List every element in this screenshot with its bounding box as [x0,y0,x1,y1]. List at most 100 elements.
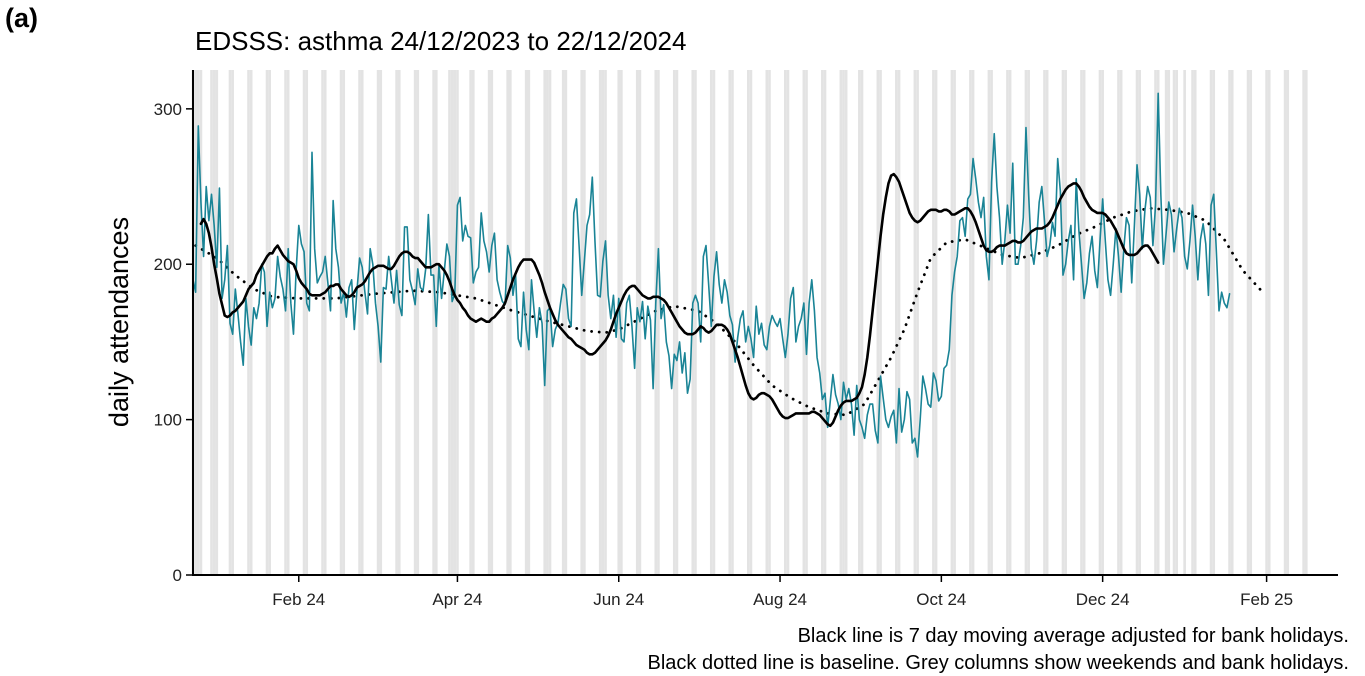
weekend-column [842,70,845,575]
weekend-column [490,70,494,575]
weekend-column [1024,70,1028,575]
x-tick-label: Feb 24 [272,590,325,609]
weekend-column [712,70,716,575]
weekend-column [953,70,956,575]
weekend-column [1228,70,1231,575]
weekend-column [1082,70,1086,575]
caption-line-1: Black line is 7 day moving average adjus… [798,625,1349,647]
weekend-column [1209,70,1213,575]
weekend-column [580,70,584,575]
weekend-column [934,70,938,575]
weekend-column [1154,70,1157,575]
weekend-column [302,70,306,575]
weekend-column [268,70,271,575]
weekend-column [784,70,787,575]
weekend-column [765,70,769,575]
weekend-column [1135,70,1139,575]
weekend-column [527,70,531,575]
weekend-column [1101,70,1104,575]
weekend-column [471,70,475,575]
weekend-column [746,70,750,575]
weekend-column [1175,70,1179,575]
weekend-column [1138,70,1141,575]
weekend-columns [191,70,1308,575]
weekend-column [1045,70,1049,575]
moving-average-line [199,172,1160,428]
weekend-column [839,70,843,575]
panel-label: (a) [5,3,38,33]
weekend-column [450,70,454,575]
weekend-column [1172,70,1176,575]
weekend-column [1064,70,1067,575]
weekend-column [1265,70,1268,575]
weekend-column [821,70,824,575]
weekend-column [249,70,253,575]
weekend-column [860,70,864,575]
y-tick-label: 0 [173,566,182,585]
weekend-column [1164,70,1168,575]
weekend-column [858,70,861,575]
weekend-column [1043,70,1046,575]
weekend-column [360,70,364,575]
weekend-column [1249,70,1253,575]
weekend-column [786,70,790,575]
weekend-column [196,70,200,575]
daily-attendances-line [192,92,1231,458]
weekend-column [990,70,993,575]
weekend-column [1117,70,1120,575]
weekend-column [1027,70,1030,575]
weekend-column [598,70,602,575]
weekend-column [448,70,451,575]
weekend-column [432,70,435,575]
weekend-column [305,70,309,575]
weekend-column [987,70,991,575]
weekend-column [1191,70,1194,575]
weekend-column [1286,70,1290,575]
weekend-column [971,70,975,575]
weekend-column [1302,70,1305,575]
weekend-column [564,70,568,575]
axes: 0 100 200 300 Feb 24 Apr 24 Jun 24 Aug 24 Oct 24… [154,70,1338,609]
weekend-column [604,70,607,575]
weekend-column [1230,70,1234,575]
weekend-column [1212,70,1216,575]
weekend-column [728,70,732,575]
weekend-column [617,70,621,575]
weekend-column [413,70,417,575]
weekend-column [379,70,383,575]
weekend-column [897,70,901,575]
weekend-column [509,70,512,575]
weekend-column [1267,70,1271,575]
weekend-column [469,70,472,575]
weekend-column [620,70,623,575]
weekend-column [950,70,954,575]
y-tick-label: 200 [154,255,182,274]
x-tick-label: Apr 24 [432,590,482,609]
daily-attendances-series [192,92,1231,458]
y-tick-label: 300 [154,100,182,119]
weekend-column [416,70,420,575]
y-tick-label: 100 [154,411,182,430]
weekend-column [506,70,509,575]
weekend-column [895,70,898,575]
weekend-column [694,70,697,575]
weekend-column [339,70,343,575]
moving-average-series [199,172,1160,428]
weekend-column [199,70,203,575]
weekend-column [601,70,605,575]
weekend-column [561,70,565,575]
weekend-column [768,70,771,575]
weekend-column [823,70,827,575]
chart-title: EDSSS: asthma 24/12/2023 to 22/12/2024 [195,26,686,56]
weekend-column [543,70,547,575]
weekend-column [321,70,324,575]
x-tick-label: Oct 24 [916,590,966,609]
weekend-column [453,70,457,575]
weekend-column [657,70,660,575]
weekend-column [1061,70,1065,575]
weekend-column [286,70,290,575]
weekend-column [844,70,848,575]
weekend-column [1080,70,1083,575]
weekend-column [749,70,753,575]
